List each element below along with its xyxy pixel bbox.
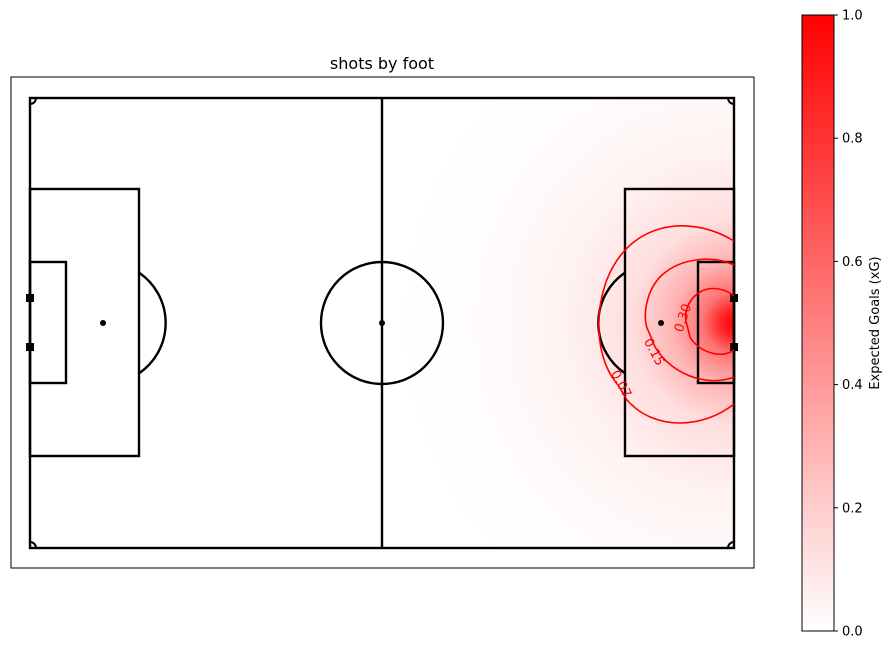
- contour-line-0.07: [598, 224, 734, 424]
- left-penalty-arc: [138, 271, 167, 375]
- right-goal-post-top: [730, 294, 738, 302]
- colorbar-tick-label: 0.6: [842, 255, 863, 270]
- left-goal-post-bottom: [26, 343, 34, 351]
- corner-arc-bottom-right: [727, 541, 735, 549]
- right-goal-area: [696, 260, 736, 385]
- pitch-spots: [26, 294, 738, 351]
- contour-line-0.15: [644, 258, 734, 382]
- pitch-markings: [28, 96, 736, 550]
- colorbar-ticks: 0.0 0.2 0.4 0.6 0.8 1.0: [834, 9, 863, 640]
- colorbar-tick-label: 0.8: [842, 132, 863, 147]
- colorbar-tick-label: 0.4: [842, 378, 863, 393]
- colorbar-tick-label: 0.2: [842, 501, 863, 516]
- left-goal-area: [28, 260, 68, 385]
- colorbar-tick-label: 1.0: [842, 9, 863, 24]
- corner-arc-bottom-left: [29, 541, 37, 549]
- center-circle: [319, 260, 445, 386]
- xg-contours: [598, 224, 734, 424]
- right-penalty-spot: [658, 320, 664, 326]
- colorbar: [801, 14, 835, 632]
- chart-title: shots by foot: [330, 54, 434, 73]
- colorbar-tick-label: 0.0: [842, 625, 863, 640]
- left-goal-post-top: [26, 294, 34, 302]
- corner-arc-top-left: [29, 97, 37, 105]
- colorbar-label: Expected Goals (xG): [868, 256, 883, 389]
- contour-line-0.30: [684, 287, 734, 355]
- right-goal-post-bottom: [730, 343, 738, 351]
- center-spot: [379, 320, 385, 326]
- corner-arc-top-right: [727, 97, 735, 105]
- left-penalty-spot: [100, 320, 106, 326]
